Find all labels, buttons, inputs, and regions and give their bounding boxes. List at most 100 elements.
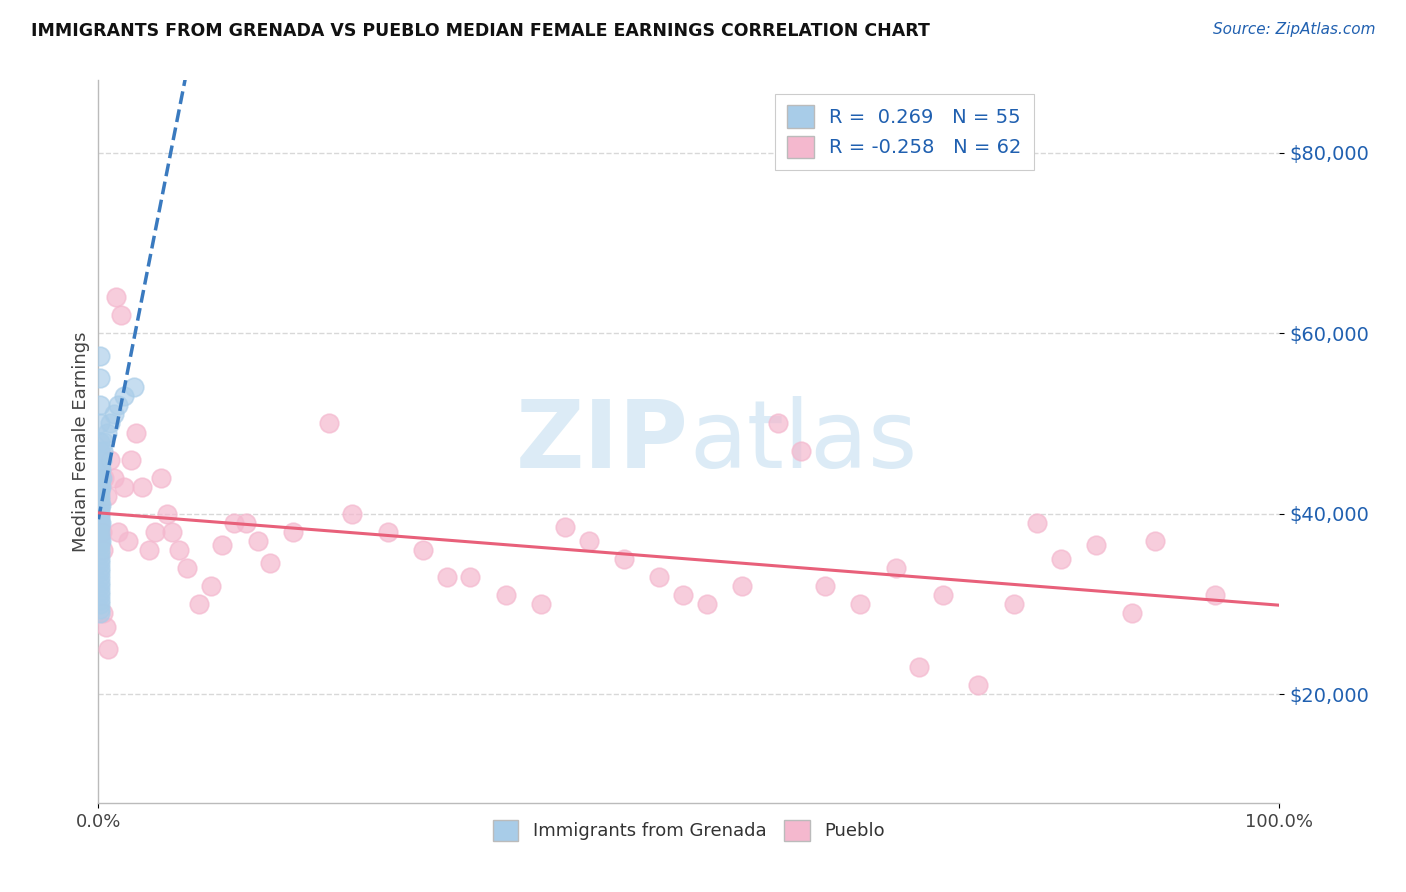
Point (96, 425, 118, 440)
Point (89, 417, 111, 431)
Point (89, 434, 111, 449)
Point (91, 452, 114, 467)
Point (90, 498, 112, 512)
Point (89, 493, 111, 508)
Point (672, 588, 695, 602)
Point (112, 389, 135, 403)
Point (131, 480, 153, 494)
Point (94, 620, 117, 634)
Point (224, 516, 246, 530)
Point (377, 524, 399, 539)
Point (613, 552, 636, 566)
Point (89, 507, 111, 521)
Point (89, 570, 111, 584)
Point (90, 480, 112, 494)
Point (89, 466, 111, 480)
Point (96, 489, 118, 503)
Point (908, 660, 931, 674)
Point (211, 538, 233, 552)
Point (578, 533, 600, 548)
Point (89, 601, 111, 615)
Point (89, 561, 111, 575)
Point (814, 579, 837, 593)
Point (495, 588, 517, 602)
Point (1204, 588, 1226, 602)
Point (89, 489, 111, 503)
Point (89, 542, 111, 557)
Point (90, 461, 112, 475)
Point (91, 524, 114, 539)
Point (1026, 516, 1049, 530)
Point (90, 533, 112, 548)
Point (259, 557, 281, 571)
Point (89, 398, 111, 412)
Point (342, 507, 364, 521)
Point (89, 552, 111, 566)
Point (1050, 552, 1073, 566)
Point (112, 480, 135, 494)
Point (110, 308, 132, 322)
Point (107, 398, 129, 412)
Point (530, 597, 553, 611)
Point (138, 542, 160, 557)
Point (89, 592, 111, 607)
Point (1085, 538, 1108, 552)
Point (150, 470, 173, 484)
Point (103, 408, 125, 422)
Point (1121, 606, 1143, 620)
Point (731, 579, 754, 593)
Point (1002, 597, 1025, 611)
Point (89, 557, 111, 571)
Point (89, 597, 111, 611)
Point (283, 524, 305, 539)
Point (235, 516, 257, 530)
Point (91, 470, 114, 484)
Point (89, 533, 111, 548)
Point (89, 538, 111, 552)
Point (766, 417, 789, 431)
Point (98, 417, 121, 431)
Point (412, 542, 434, 557)
Point (89, 475, 111, 490)
Point (167, 542, 190, 557)
Point (89, 566, 111, 580)
Point (849, 597, 872, 611)
Point (89, 606, 111, 620)
Point (790, 443, 813, 458)
Point (89, 588, 111, 602)
Point (105, 290, 128, 304)
Point (967, 678, 990, 692)
Point (125, 425, 148, 440)
Point (89, 574, 111, 589)
Point (89, 516, 111, 530)
Point (89, 548, 111, 562)
Point (93, 434, 115, 449)
Point (696, 597, 718, 611)
Point (884, 561, 907, 575)
Point (91, 443, 114, 458)
Point (89, 524, 111, 539)
Point (89, 583, 111, 598)
Point (246, 533, 269, 548)
Point (89, 529, 111, 543)
Point (200, 579, 222, 593)
Point (121, 452, 143, 467)
Text: Source: ZipAtlas.com: Source: ZipAtlas.com (1212, 22, 1375, 37)
Point (89, 579, 111, 593)
Point (187, 597, 209, 611)
Point (318, 417, 340, 431)
Point (89, 480, 111, 494)
Point (93, 470, 115, 484)
Point (89, 484, 111, 499)
Point (91, 606, 114, 620)
Point (648, 570, 671, 584)
Point (932, 588, 955, 602)
Point (89, 349, 111, 363)
Point (89, 511, 111, 525)
Point (176, 561, 198, 575)
Point (89, 520, 111, 534)
Point (89, 371, 111, 385)
Text: atlas: atlas (689, 395, 917, 488)
Point (143, 524, 166, 539)
Point (160, 524, 183, 539)
